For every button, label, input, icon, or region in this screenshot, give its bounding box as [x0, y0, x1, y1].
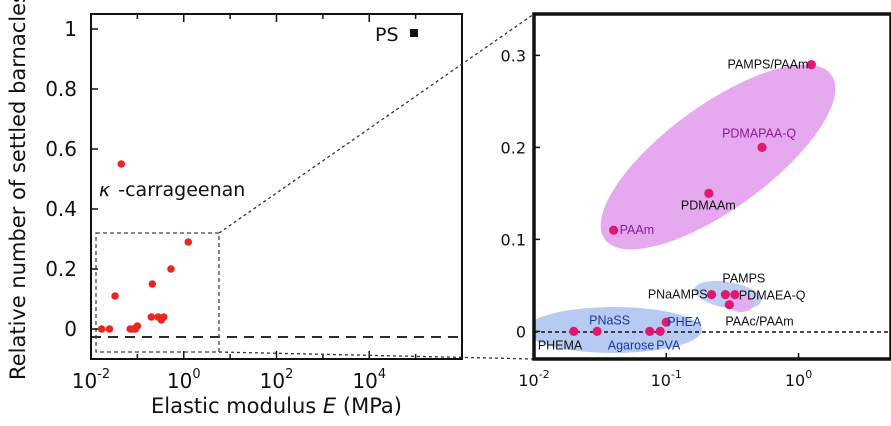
- right-x-tick-label: 100: [785, 368, 812, 390]
- point-label: PHEMA: [538, 338, 583, 352]
- right-x-tick-label-base: 10: [785, 371, 805, 390]
- left-x-tick-label-base: 10: [352, 369, 377, 393]
- left-y-tick-label: 0: [64, 317, 77, 341]
- x-axis-label-var: E: [323, 394, 337, 418]
- left-data-point: [117, 160, 126, 168]
- left-data-point: [97, 325, 106, 333]
- left-x-tick-label: 102: [260, 367, 294, 393]
- left-x-tick-label-base: 10: [72, 369, 97, 393]
- x-axis-label: Elastic modulus E (MPa): [151, 394, 402, 418]
- left-chart: 00.20.40.60.81 10-2 100 102 104 PS κ -carra…: [6, 0, 463, 418]
- right-x-tick-label: 10-1: [651, 368, 682, 390]
- group-high-ellipse: [600, 64, 836, 250]
- left-data-point: [159, 313, 168, 321]
- right-data-point: [609, 225, 619, 235]
- right-x-tick-label-base: 10: [651, 371, 671, 390]
- left-x-tick-label-base: 10: [167, 369, 192, 393]
- left-data-point: [147, 313, 156, 321]
- right-data-point: [655, 326, 665, 336]
- x-axis-label-suffix: (MPa): [343, 394, 402, 418]
- left-data-point: [148, 280, 157, 288]
- right-data-point: [704, 188, 714, 198]
- right-data-point: [592, 326, 602, 336]
- point-label: PAMPS: [722, 272, 765, 286]
- left-y-tick-label: 0.2: [45, 257, 77, 281]
- point-label: PNaSS: [589, 313, 630, 327]
- left-x-tick-label-exp: 4: [378, 367, 386, 382]
- left-data-point: [133, 322, 142, 330]
- carrageenan-text: -carrageenan: [118, 179, 245, 201]
- left-x-tick-label-exp: 2: [285, 367, 293, 382]
- left-data-point: [105, 325, 114, 333]
- right-data-point: [806, 60, 816, 70]
- left-data-point: [167, 265, 175, 273]
- left-y-tick-label: 0.8: [45, 77, 77, 101]
- kappa-symbol: κ: [99, 179, 111, 201]
- right-data-point: [569, 326, 579, 336]
- left-data-point: [184, 238, 193, 246]
- left-data-point: [111, 292, 119, 300]
- right-x-tick-label-exp: -1: [671, 368, 682, 381]
- left-x-tick-label: 10-2: [72, 367, 110, 393]
- point-label: PDMAEA-Q: [739, 289, 806, 303]
- right-x-tick-label-exp: -2: [539, 368, 550, 381]
- right-data-point: [757, 142, 767, 152]
- ps-marker: [410, 29, 418, 37]
- left-x-tick-label: 104: [352, 367, 386, 393]
- point-label: PDMAAm: [681, 198, 736, 212]
- left-x-tick-label-exp: 0: [192, 367, 200, 382]
- point-label: PAAm: [620, 223, 655, 237]
- left-y-tick-label: 1: [64, 17, 77, 41]
- right-plot-frame: [532, 12, 891, 361]
- right-data-point: [720, 290, 731, 300]
- right-data-point: [645, 326, 655, 336]
- ps-label: PS: [375, 24, 399, 46]
- right-y-tick-label: 0: [516, 322, 526, 341]
- right-y-tick-label: 0.1: [501, 230, 526, 249]
- point-label: Agarose: [608, 338, 655, 352]
- point-label: PNaAMPS: [648, 288, 708, 302]
- right-x-tick-label-exp: 0: [805, 368, 812, 381]
- right-data-point: [724, 300, 734, 310]
- right-chart: 00.10.20.3 10-2 10-1 100 PAMPS/PAAmPDMAPAA…: [501, 12, 891, 390]
- left-x-tick-label: 100: [167, 367, 201, 393]
- right-data-point: [706, 290, 717, 300]
- right-data-point: [661, 317, 671, 327]
- right-x-tick-label-base: 10: [518, 371, 538, 390]
- left-x-tick-label-base: 10: [260, 369, 285, 393]
- right-y-tick-label: 0.2: [501, 138, 526, 157]
- group-low-ellipse: [534, 307, 702, 353]
- x-axis-label-prefix: Elastic modulus: [151, 394, 323, 418]
- right-data-point: [730, 290, 740, 300]
- point-label: PHEA: [667, 315, 702, 329]
- right-y-tick-label: 0.3: [501, 46, 526, 65]
- left-x-tick-label-exp: -2: [97, 367, 110, 382]
- zoom-connector-bottom: [218, 351, 535, 360]
- point-label: PDMAPAA-Q: [722, 126, 796, 140]
- point-label: PVA: [656, 338, 681, 352]
- left-y-tick-label: 0.4: [45, 197, 77, 221]
- right-x-tick-label: 10-2: [518, 368, 549, 390]
- left-zoom-box: [95, 232, 220, 353]
- zoom-connector-top: [218, 13, 535, 234]
- point-label: PAMPS/PAAm: [728, 58, 809, 72]
- point-label: PAAc/PAAm: [725, 315, 793, 329]
- carrageenan-label: κ -carrageenan: [99, 179, 245, 201]
- y-axis-label: Relative number of settled barnacles: [6, 0, 30, 380]
- left-y-tick-label: 0.6: [45, 137, 77, 161]
